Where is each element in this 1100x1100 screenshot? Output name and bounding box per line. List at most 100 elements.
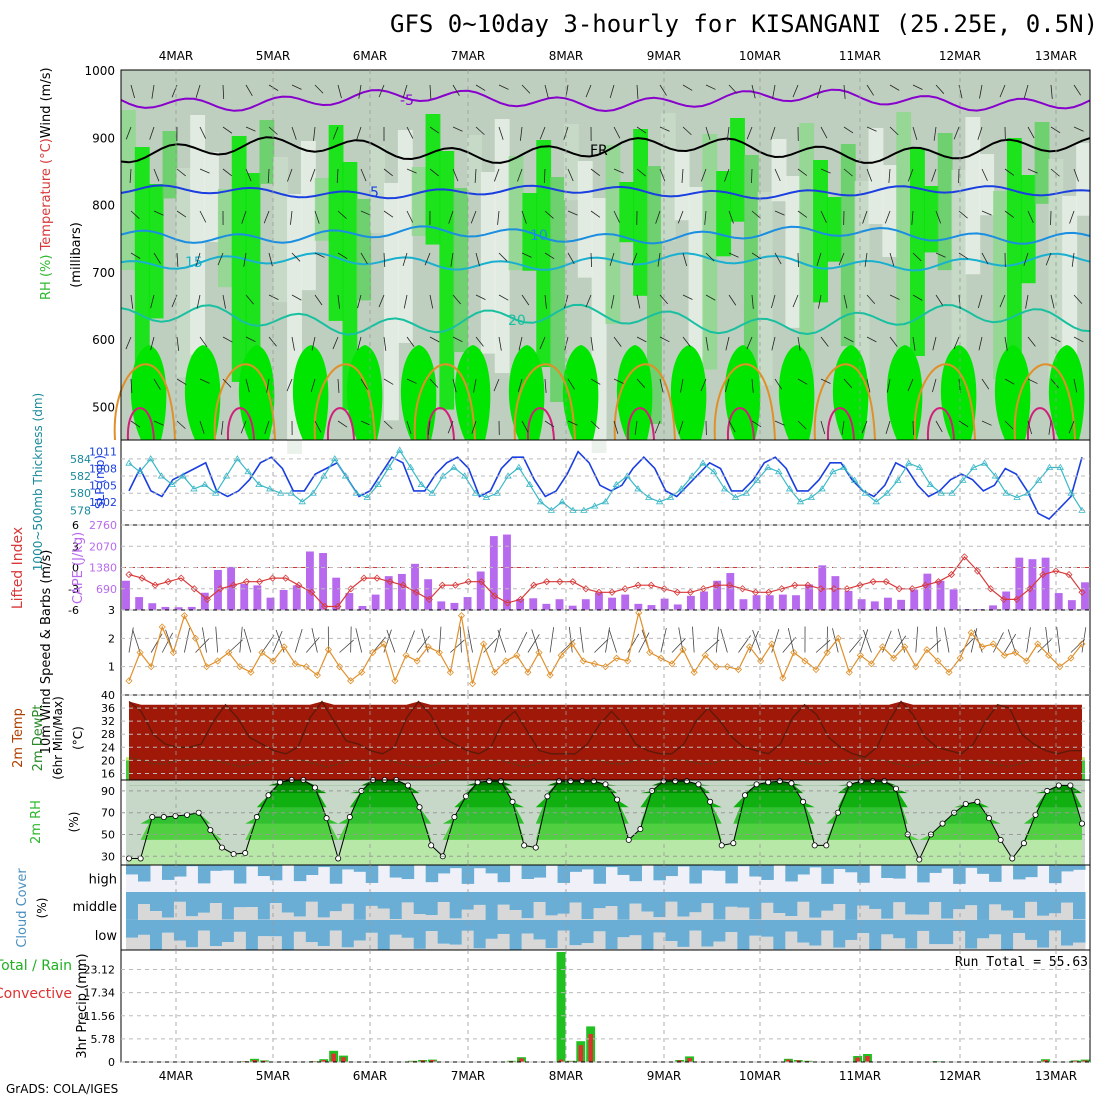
cloud-bar [749, 892, 762, 920]
rh-point [811, 842, 818, 849]
wind-barb [220, 420, 224, 435]
wind-speed-point [1034, 640, 1042, 648]
wind-barb [728, 84, 738, 94]
cloud-bar [569, 892, 583, 903]
wind-speed-point [247, 668, 255, 676]
cape-bar [332, 577, 341, 610]
cloud-gap [1073, 942, 1086, 950]
wind-barb [818, 294, 822, 309]
wind-barb [314, 420, 322, 433]
wind-speed-point [502, 657, 510, 665]
thickness-axis-title: 1000~500mb Thickness (dm) [31, 393, 45, 571]
cloud-bar [953, 920, 966, 931]
cloud-bar [353, 892, 367, 920]
cloud-gap [941, 918, 954, 920]
rh-point [730, 840, 737, 847]
wind-barb [792, 84, 799, 98]
cloud-bar [725, 920, 738, 933]
convective-bar [420, 1060, 425, 1062]
rh-point [497, 778, 504, 785]
li-point [882, 578, 890, 586]
cloud-bar [317, 892, 331, 918]
wind-barb [150, 294, 155, 309]
cloud-gap [401, 937, 415, 950]
wind-barb [474, 168, 477, 183]
wind-barb [176, 252, 179, 267]
wind-barb [935, 294, 944, 306]
wind-barb [564, 294, 569, 309]
cloud-bar [449, 920, 463, 945]
cloud-bar [629, 865, 642, 882]
cloud-bar [845, 920, 858, 940]
cloud-bar [617, 865, 630, 875]
wind-speed-point [1023, 657, 1031, 665]
cape-bar [292, 585, 301, 610]
cloud-gap [437, 943, 451, 950]
thickness-point [244, 467, 252, 475]
wind-speed-point [457, 612, 466, 620]
date-label-top: 10MAR [739, 49, 781, 63]
cloud-bar [977, 920, 990, 939]
wind-barb [153, 210, 164, 216]
cloud-bar [785, 865, 798, 882]
rh-band [1076, 143, 1091, 216]
wind-barb [751, 210, 761, 219]
wind-barb [291, 336, 295, 351]
wind-barb [797, 420, 807, 430]
wind-speed-point [690, 668, 698, 676]
cloud-bar [797, 892, 810, 902]
wind-barb [933, 126, 937, 141]
cloud-bar [569, 865, 583, 872]
wind-barb [820, 168, 831, 174]
temp-tick-label: 32 [101, 715, 115, 728]
wind-barb-10m [605, 627, 610, 653]
wind-barb [1045, 252, 1052, 266]
cloud-bar [233, 892, 247, 908]
wind-barb [634, 420, 638, 435]
cloud-bar [545, 892, 559, 916]
wind-speed-point [557, 651, 565, 659]
cloud-bar [149, 892, 163, 912]
date-label-top: 5MAR [256, 49, 291, 63]
wind-barb [1050, 336, 1061, 343]
wind-speed-point [335, 663, 344, 671]
wind-barb [912, 126, 918, 141]
warm-contour [426, 407, 455, 441]
wind-barb [912, 252, 922, 262]
wind-barb [452, 168, 459, 182]
cloud-bar [965, 865, 978, 868]
cape-bar [516, 598, 525, 610]
rh-band [134, 147, 150, 407]
wind-barb [543, 168, 546, 183]
wind-barb [337, 378, 340, 393]
li-tick-label: 3 [72, 540, 79, 553]
pressure-tick-label: 1000 [84, 64, 115, 78]
wind-speed-point [435, 648, 443, 657]
wind-barb [1073, 126, 1084, 132]
wind-barb [953, 126, 960, 140]
cloud-gap [905, 948, 918, 950]
wind-barb-10m [311, 627, 318, 653]
wind-barb [636, 126, 647, 134]
cloud-bar [437, 892, 451, 903]
li-point [1013, 595, 1021, 603]
wind-barb [222, 126, 233, 134]
rh-point [846, 781, 853, 788]
wind-barb [195, 84, 201, 98]
cloud-bar [497, 920, 511, 934]
cape-bar [161, 606, 170, 610]
li-point [791, 581, 799, 589]
wind-barb [452, 336, 463, 343]
cloud-bar [545, 920, 559, 949]
wind-barb-10m [893, 635, 907, 653]
wind-barb [222, 168, 232, 177]
wind-barb [705, 252, 715, 262]
wind-barb [517, 378, 523, 393]
cloud-gap [917, 914, 930, 920]
li-point [712, 581, 721, 589]
li-point [934, 578, 942, 586]
rh-tick-label: 70 [101, 807, 115, 820]
wind-barb [797, 378, 808, 385]
cloud-level-label: low [95, 929, 118, 944]
convective-bar [430, 1060, 435, 1062]
